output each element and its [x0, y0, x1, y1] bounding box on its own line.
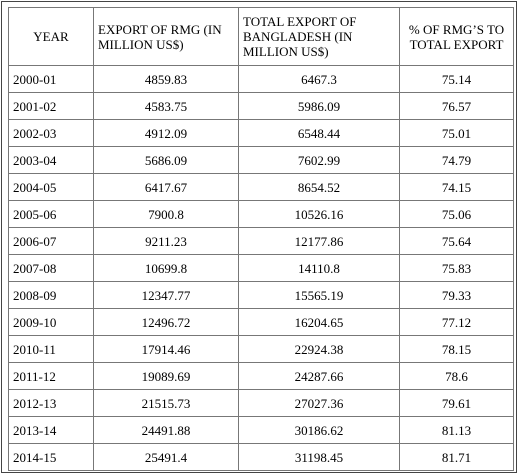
- total-export-cell: 10526.16: [238, 200, 400, 228]
- year-cell: 2012-13: [8, 389, 94, 417]
- table-body: 2000-01 4859.83 6467.3 75.14 2001-02 458…: [8, 65, 514, 471]
- total-export-cell: 12177.86: [238, 227, 400, 255]
- rmg-share-cell: 81.13: [399, 416, 514, 444]
- table-row: 2000-01 4859.83 6467.3 75.14: [8, 65, 514, 93]
- total-export-cell: 30186.62: [238, 416, 400, 444]
- year-cell: 2007-08: [8, 254, 94, 282]
- table-row: 2004-05 6417.67 8654.52 74.15: [8, 173, 514, 201]
- rmg-share-cell: 79.61: [399, 389, 514, 417]
- rmg-export-cell: 9211.23: [93, 227, 239, 255]
- rmg-export-cell: 12496.72: [93, 308, 239, 336]
- year-cell: 2006-07: [8, 227, 94, 255]
- total-export-cell: 5986.09: [238, 92, 400, 120]
- rmg-share-cell: 76.57: [399, 92, 514, 120]
- total-export-cell: 24287.66: [238, 362, 400, 390]
- rmg-export-cell: 21515.73: [93, 389, 239, 417]
- table-row: 2012-13 21515.73 27027.36 79.61: [8, 389, 514, 417]
- header-row: YEAR EXPORT OF RMG (IN MILLION US$) TOTA…: [8, 7, 514, 66]
- table-row: 2011-12 19089.69 24287.66 78.6: [8, 362, 514, 390]
- table-row: 2010-11 17914.46 22924.38 78.15: [8, 335, 514, 363]
- year-cell: 2009-10: [8, 308, 94, 336]
- total-export-cell: 8654.52: [238, 173, 400, 201]
- header-rmg-export: EXPORT OF RMG (IN MILLION US$): [93, 7, 239, 66]
- rmg-export-cell: 19089.69: [93, 362, 239, 390]
- rmg-export-cell: 10699.8: [93, 254, 239, 282]
- rmg-share-cell: 75.14: [399, 65, 514, 93]
- total-export-cell: 16204.65: [238, 308, 400, 336]
- year-cell: 2011-12: [8, 362, 94, 390]
- rmg-export-cell: 6417.67: [93, 173, 239, 201]
- total-export-cell: 27027.36: [238, 389, 400, 417]
- rmg-share-cell: 74.79: [399, 146, 514, 174]
- rmg-export-table: YEAR EXPORT OF RMG (IN MILLION US$) TOTA…: [8, 7, 514, 471]
- table-row: 2014-15 25491.4 31198.45 81.71: [8, 443, 514, 471]
- year-cell: 2004-05: [8, 173, 94, 201]
- header-year: YEAR: [8, 7, 94, 66]
- year-cell: 2014-15: [8, 443, 94, 471]
- year-cell: 2002-03: [8, 119, 94, 147]
- rmg-share-cell: 78.15: [399, 335, 514, 363]
- total-export-cell: 14110.8: [238, 254, 400, 282]
- table-row: 2001-02 4583.75 5986.09 76.57: [8, 92, 514, 120]
- rmg-share-cell: 75.01: [399, 119, 514, 147]
- rmg-share-cell: 79.33: [399, 281, 514, 309]
- header-rmg-share: % OF RMG’S TO TOTAL EXPORT: [399, 7, 514, 66]
- total-export-cell: 6467.3: [238, 65, 400, 93]
- total-export-cell: 7602.99: [238, 146, 400, 174]
- total-export-cell: 15565.19: [238, 281, 400, 309]
- table-row: 2013-14 24491.88 30186.62 81.13: [8, 416, 514, 444]
- rmg-export-cell: 4583.75: [93, 92, 239, 120]
- rmg-share-cell: 74.15: [399, 173, 514, 201]
- rmg-export-cell: 25491.4: [93, 443, 239, 471]
- year-cell: 2010-11: [8, 335, 94, 363]
- rmg-export-cell: 24491.88: [93, 416, 239, 444]
- total-export-cell: 6548.44: [238, 119, 400, 147]
- rmg-export-cell: 17914.46: [93, 335, 239, 363]
- rmg-export-cell: 7900.8: [93, 200, 239, 228]
- rmg-export-cell: 4859.83: [93, 65, 239, 93]
- rmg-share-cell: 78.6: [399, 362, 514, 390]
- table-row: 2008-09 12347.77 15565.19 79.33: [8, 281, 514, 309]
- year-cell: 2001-02: [8, 92, 94, 120]
- header-total-export: TOTAL EXPORT OF BANGLADESH (IN MILLION U…: [238, 7, 400, 66]
- table-row: 2006-07 9211.23 12177.86 75.64: [8, 227, 514, 255]
- total-export-cell: 31198.45: [238, 443, 400, 471]
- rmg-share-cell: 75.06: [399, 200, 514, 228]
- rmg-share-cell: 75.83: [399, 254, 514, 282]
- table-row: 2002-03 4912.09 6548.44 75.01: [8, 119, 514, 147]
- year-cell: 2000-01: [8, 65, 94, 93]
- rmg-share-cell: 75.64: [399, 227, 514, 255]
- table-header: YEAR EXPORT OF RMG (IN MILLION US$) TOTA…: [8, 7, 514, 66]
- rmg-share-cell: 81.71: [399, 443, 514, 471]
- table-row: 2003-04 5686.09 7602.99 74.79: [8, 146, 514, 174]
- rmg-share-cell: 77.12: [399, 308, 514, 336]
- table-row: 2009-10 12496.72 16204.65 77.12: [8, 308, 514, 336]
- year-cell: 2013-14: [8, 416, 94, 444]
- year-cell: 2005-06: [8, 200, 94, 228]
- year-cell: 2008-09: [8, 281, 94, 309]
- year-cell: 2003-04: [8, 146, 94, 174]
- rmg-export-cell: 4912.09: [93, 119, 239, 147]
- table-row: 2007-08 10699.8 14110.8 75.83: [8, 254, 514, 282]
- rmg-export-cell: 12347.77: [93, 281, 239, 309]
- table-row: 2005-06 7900.8 10526.16 75.06: [8, 200, 514, 228]
- rmg-export-cell: 5686.09: [93, 146, 239, 174]
- total-export-cell: 22924.38: [238, 335, 400, 363]
